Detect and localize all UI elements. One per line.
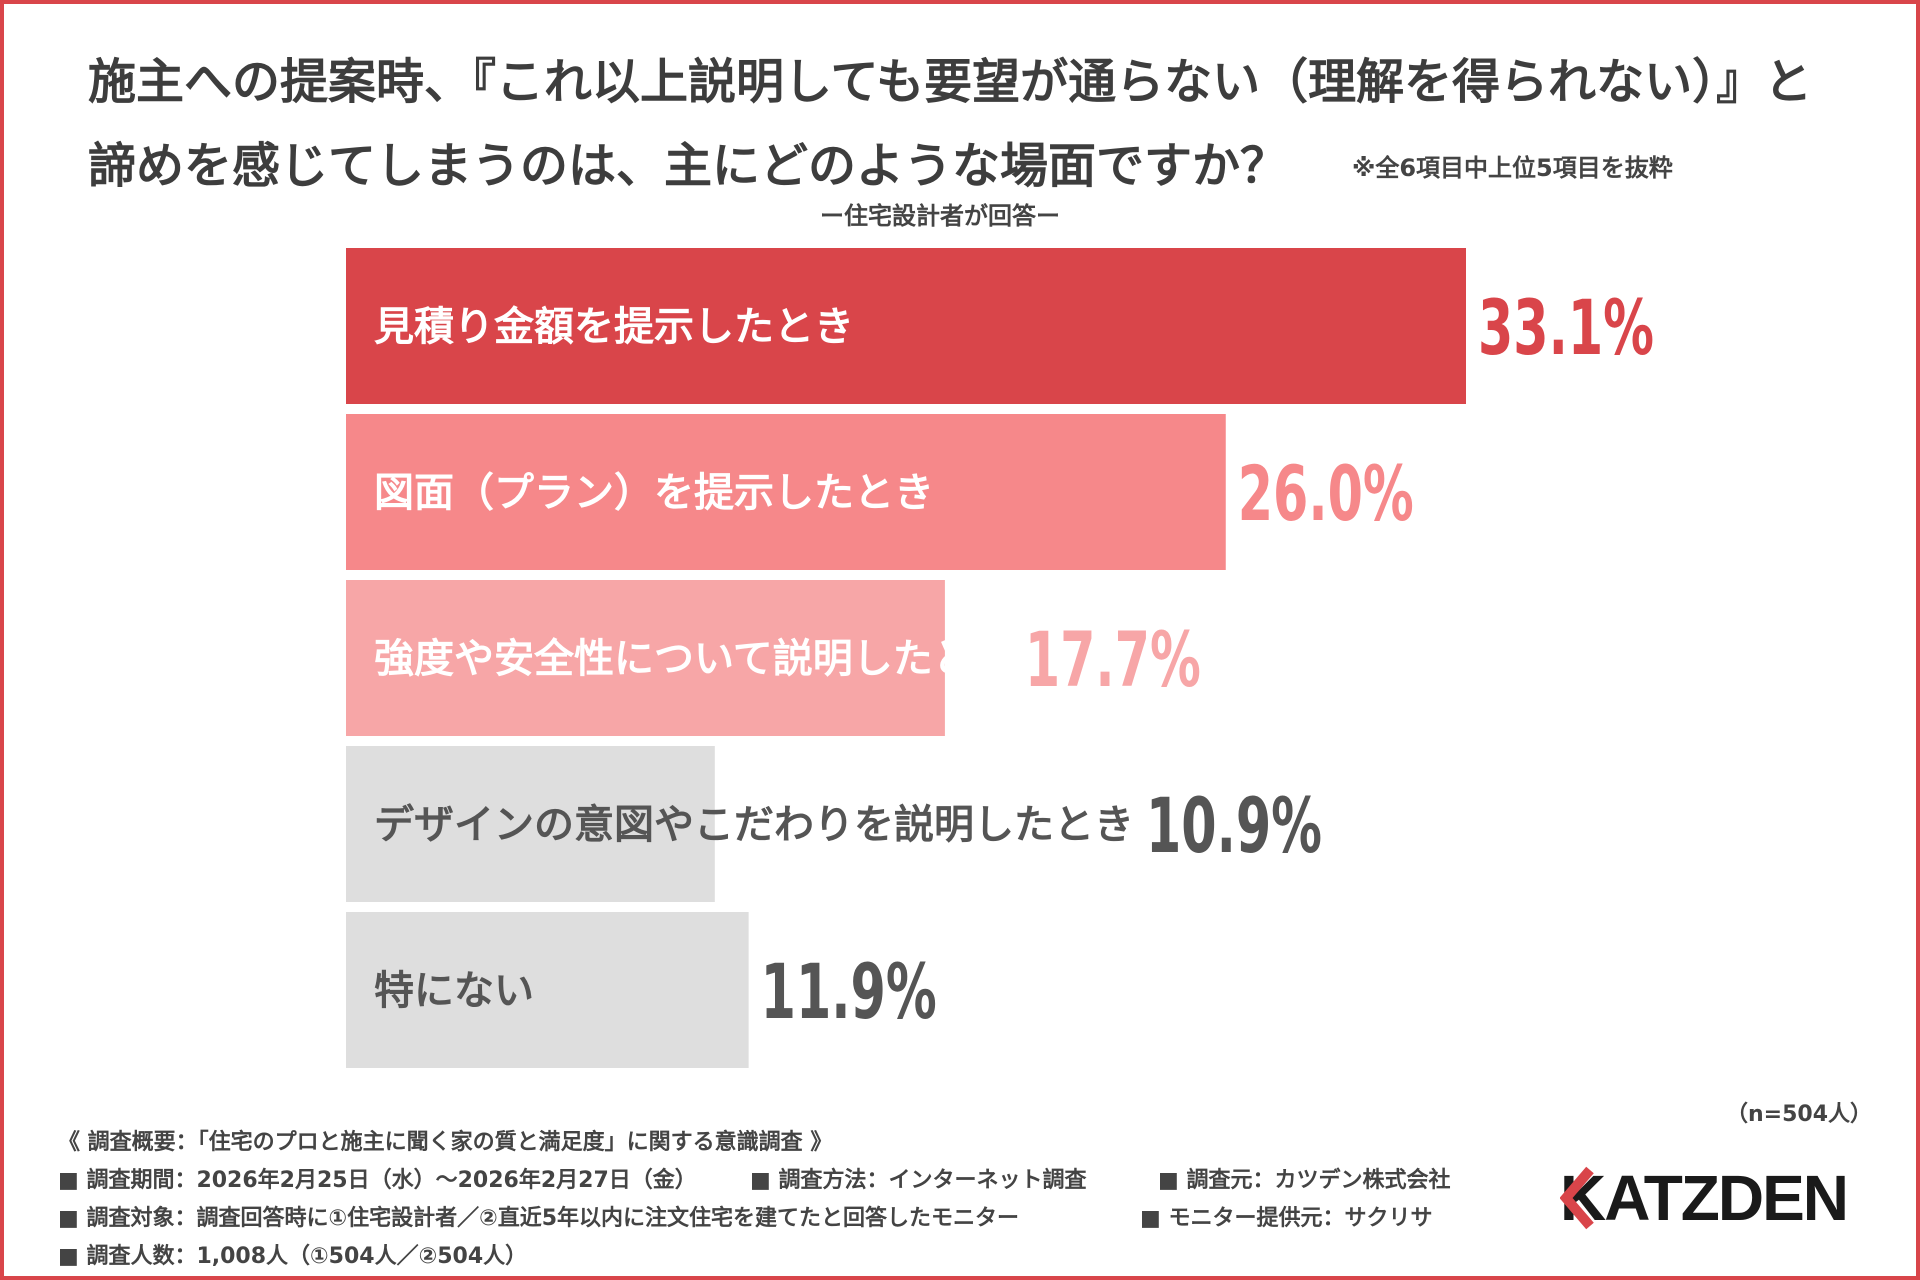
value-label-4: 10.9% [1146, 781, 1322, 870]
chart-title-line-1: 施主への提案時、『これ以上説明しても要望が通らない（理解を得られない）』と [88, 54, 1813, 110]
survey-target: ■ 調査対象：調査回答時に①住宅設計者／②直近5年以内に注文住宅を建てたと回答し… [58, 1206, 1020, 1231]
logo-text: KATZDEN [1560, 1162, 1847, 1232]
value-label-2: 26.0% [1238, 449, 1414, 538]
value-label-3: 17.7% [1025, 615, 1201, 704]
survey-count: ■ 調査人数：1,008人（①504人／②504人） [58, 1244, 528, 1269]
category-label-5: 特にない [374, 968, 534, 1014]
category-label-1: 見積り金額を提示したとき [374, 304, 854, 350]
category-label-4: デザインの意図やこだわりを説明したとき [374, 802, 1134, 848]
survey-method: ■ 調査方法：インターネット調査 [750, 1168, 1087, 1193]
value-label-1: 33.1% [1478, 283, 1654, 372]
chart-title-line-2: 諦めを感じてしまうのは、主にどのような場面ですか？ [88, 138, 1289, 194]
value-label-5: 11.9% [761, 947, 937, 1036]
logo-accent [1560, 1166, 1594, 1230]
bar-chart: 見積り金額を提示したとき 33.1% 図面（プラン）を提示したとき 26.0% 強度や安… [346, 248, 1654, 1068]
bar-2 [346, 414, 1226, 570]
category-label-2: 図面（プラン）を提示したとき [374, 470, 934, 516]
chart-title: 施主への提案時、『これ以上説明しても要望が通らない（理解を得られない）』と 諦め… [88, 40, 1868, 208]
category-label-3: 強度や安全性について説明したとき [374, 636, 1013, 682]
survey-period: ■ 調査期間：2026年2月25日（水）～2026年2月27日（金） [58, 1168, 697, 1193]
survey-provider: ■ モニター提供元：サクリサ [1140, 1206, 1433, 1231]
chart-subtitle: ー住宅設計者が回答ー [820, 202, 1060, 230]
bar-1 [346, 248, 1466, 404]
chart-note: ※全6項目中上位5項目を抜粋 [1352, 154, 1673, 182]
survey-overview: 《 調査概要：「住宅のプロと施主に聞く家の質と満足度」に関する意識調査 》 [58, 1130, 833, 1155]
katzden-logo: KATZDEN [1560, 1162, 1849, 1232]
survey-source: ■ 調査元：カツデン株式会社 [1158, 1168, 1451, 1193]
bar-4 [346, 746, 715, 902]
sample-size-label: （n=504人） [1726, 1102, 1873, 1127]
bar-3 [346, 580, 945, 736]
bar-5 [346, 912, 749, 1068]
